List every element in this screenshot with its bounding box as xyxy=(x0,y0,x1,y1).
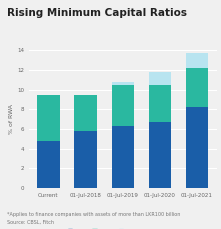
Y-axis label: % of RWA: % of RWA xyxy=(9,104,14,134)
Bar xyxy=(186,68,208,107)
Bar xyxy=(37,141,59,188)
Bar xyxy=(149,85,171,122)
Bar xyxy=(186,53,208,68)
Bar xyxy=(112,82,134,85)
Bar xyxy=(74,95,97,131)
Text: *Applies to finance companies with assets of more than LKR100 billion: *Applies to finance companies with asset… xyxy=(7,213,180,217)
Bar xyxy=(149,72,171,85)
Bar xyxy=(112,85,134,126)
Text: Source: CBSL, Fitch: Source: CBSL, Fitch xyxy=(7,219,54,224)
Bar xyxy=(37,95,59,141)
Bar xyxy=(186,107,208,188)
Bar xyxy=(149,122,171,188)
Bar xyxy=(112,126,134,188)
Bar xyxy=(74,131,97,188)
Text: Rising Minimum Capital Ratios: Rising Minimum Capital Ratios xyxy=(7,8,187,18)
